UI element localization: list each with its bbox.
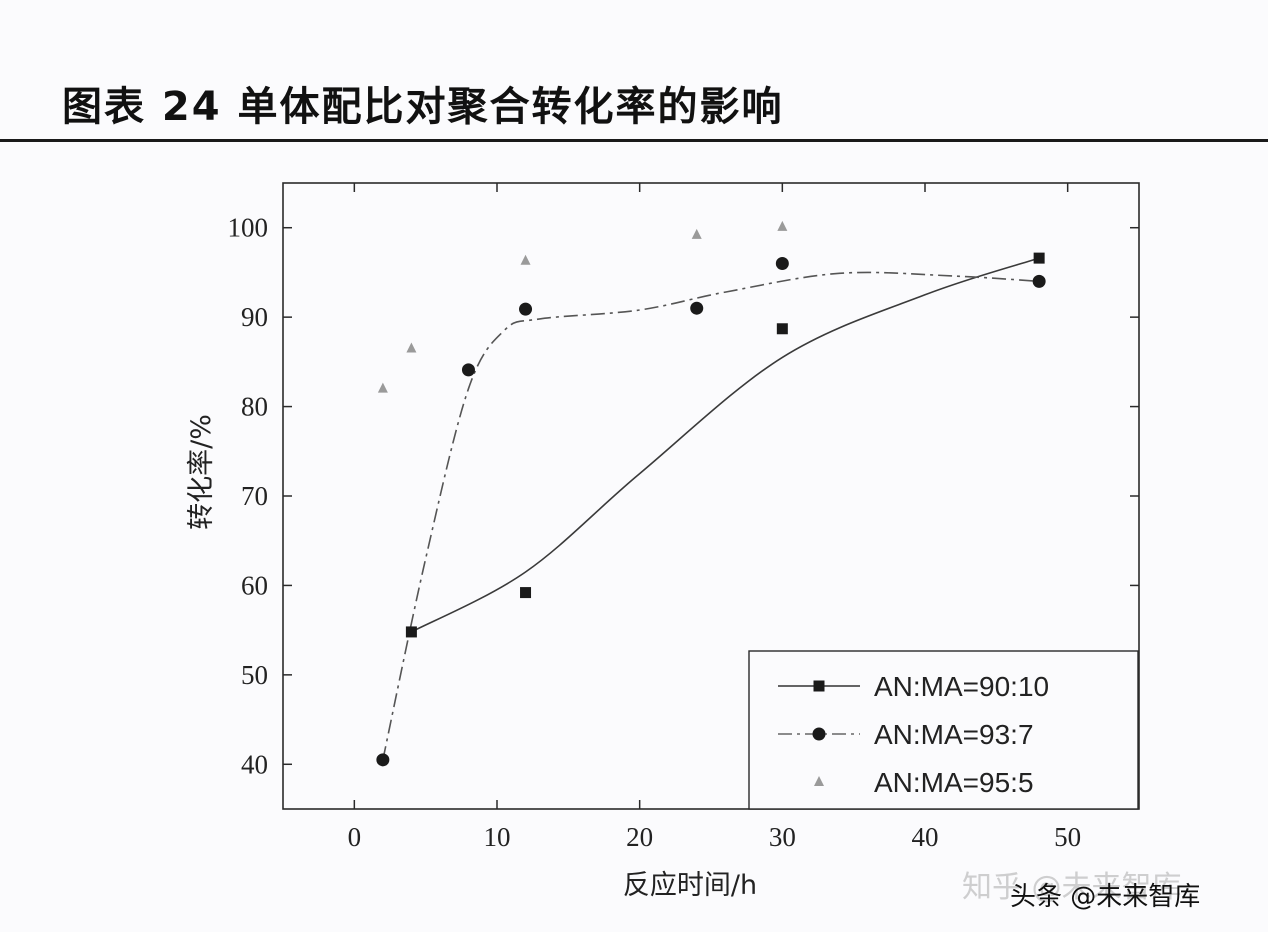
- legend: AN:MA=90:10 AN:MA=93:7 AN:MA=95:5: [748, 650, 1139, 810]
- fit-curve: [382, 271, 1040, 760]
- data-point-series-1: [776, 323, 788, 335]
- legend-box: [748, 650, 1139, 810]
- data-point-series-1: [1033, 252, 1045, 264]
- title-divider: [0, 139, 1268, 142]
- y-tick-label: 50: [241, 660, 268, 690]
- page-title: 图表 24 单体配比对聚合转化率的影响: [62, 84, 784, 130]
- x-tick-label: 40: [912, 822, 939, 852]
- data-point-series-1: [520, 587, 532, 599]
- legend-marker: [814, 776, 824, 786]
- data-point-series-2: [690, 301, 704, 315]
- legend-label: AN:MA=93:7: [874, 719, 1034, 750]
- axis-ticks: 0 10 20 30 40 50 40 50 60 70 80 90 100: [228, 183, 1139, 852]
- data-point-series-2: [376, 753, 390, 767]
- data-point-series-2: [1032, 274, 1046, 288]
- y-tick-label: 40: [241, 749, 268, 779]
- data-point-series-3: [777, 220, 788, 231]
- data-point-series-1: [405, 626, 417, 638]
- y-tick-label: 80: [241, 392, 268, 422]
- data-point-series-3: [406, 342, 417, 353]
- legend-label: AN:MA=95:5: [874, 767, 1034, 798]
- data-point-series-3: [377, 382, 388, 393]
- x-axis-title: 反应时间/h: [623, 870, 757, 901]
- toutiao-watermark: 头条 @未来智库: [1010, 882, 1201, 912]
- y-tick-label: 100: [228, 213, 269, 243]
- data-point-series-2: [775, 256, 789, 270]
- zhihu-watermark: 知乎 @未来智库: [962, 870, 1182, 905]
- x-tick-label: 20: [626, 822, 653, 852]
- x-tick-label: 10: [484, 822, 511, 852]
- data-marks: [376, 220, 1046, 767]
- data-point-series-3: [691, 228, 702, 239]
- fit-curve: [411, 257, 1040, 633]
- data-point-series-2: [519, 302, 533, 316]
- header: 图表 24 单体配比对聚合转化率的影响: [0, 0, 1268, 142]
- data-point-series-3: [520, 254, 531, 265]
- legend-marker: [812, 727, 826, 741]
- legend-marker: [813, 680, 825, 692]
- legend-label: AN:MA=90:10: [874, 671, 1049, 702]
- fit-curves: [382, 257, 1040, 760]
- x-tick-label: 0: [348, 822, 362, 852]
- y-tick-label: 70: [241, 481, 268, 511]
- x-tick-label: 50: [1054, 822, 1081, 852]
- data-point-series-2: [461, 363, 475, 377]
- y-axis-title: 转化率/%: [186, 414, 217, 530]
- x-tick-label: 30: [769, 822, 796, 852]
- y-tick-label: 90: [241, 302, 268, 332]
- y-tick-label: 60: [241, 570, 268, 600]
